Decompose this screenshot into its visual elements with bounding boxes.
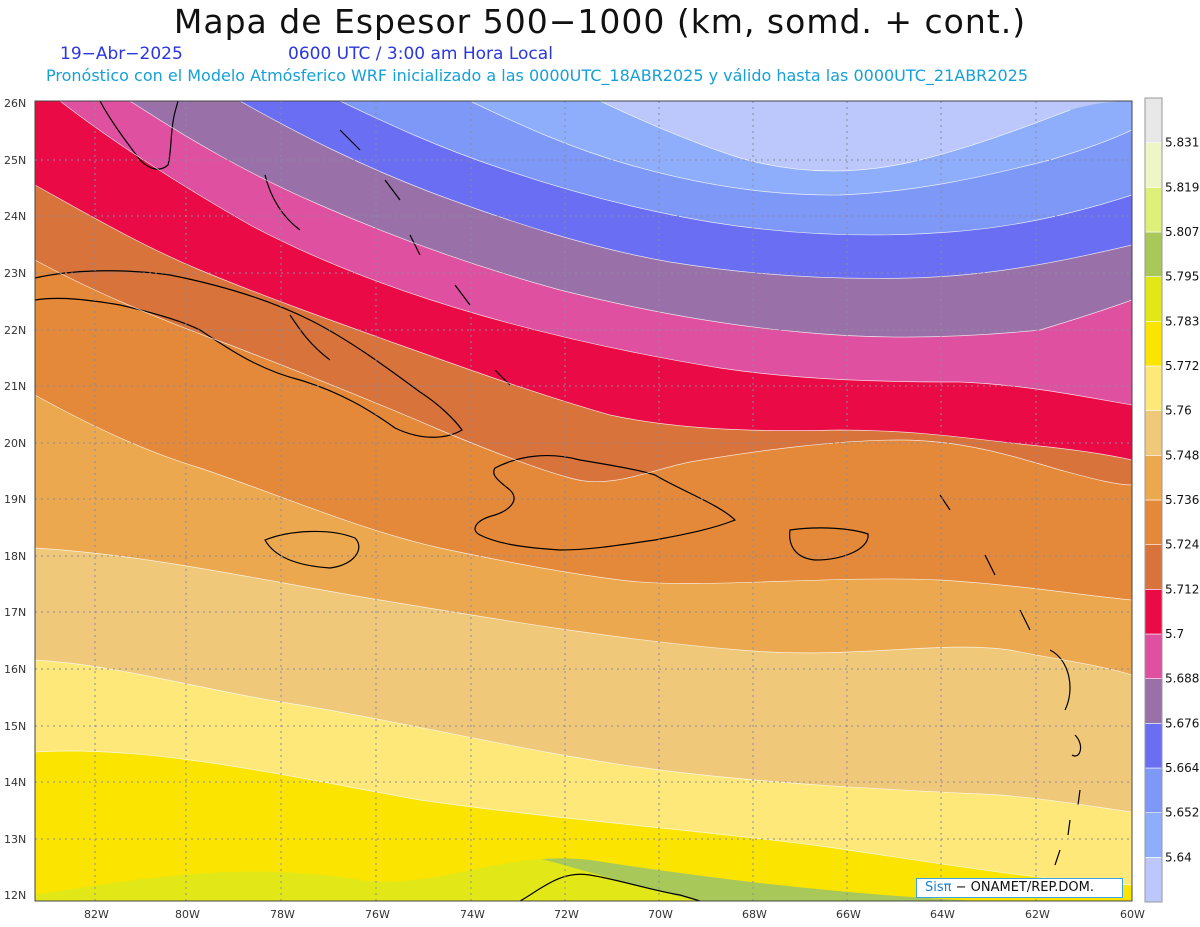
lon-tick: 74W bbox=[460, 908, 485, 921]
lat-tick: 23N bbox=[4, 267, 26, 280]
legend-label: 5.795 bbox=[1165, 270, 1199, 284]
lat-tick: 26N bbox=[4, 97, 26, 110]
color-legend: 5.64 5.652 5.664 5.676 5.688 5.7 5.712 5.724 5.7… bbox=[1144, 97, 1199, 903]
legend-swatch bbox=[1144, 723, 1163, 769]
bahamas-islands bbox=[264, 129, 511, 386]
legend-label: 5.676 bbox=[1165, 716, 1199, 730]
valid-date: 19−Abr−2025 bbox=[60, 44, 183, 64]
lat-tick: 18N bbox=[4, 550, 26, 563]
valid-time: 0600 UTC / 3:00 am Hora Local bbox=[288, 44, 553, 64]
lat-tick: 25N bbox=[4, 154, 26, 167]
lon-tick: 76W bbox=[365, 908, 390, 921]
band-5652 bbox=[470, 101, 1132, 196]
cuba-coast bbox=[35, 270, 463, 438]
legend-swatch bbox=[1144, 321, 1163, 367]
legend-swatch bbox=[1144, 812, 1163, 858]
legend-swatch bbox=[1144, 365, 1163, 411]
legend-label: 5.652 bbox=[1165, 806, 1199, 820]
lat-tick: 19N bbox=[4, 493, 26, 506]
legend-label: 5.772 bbox=[1165, 359, 1199, 373]
contour-lines bbox=[35, 101, 1132, 886]
legend-label: 5.664 bbox=[1165, 761, 1199, 775]
credit-box: Sisπ − ONAMET/REP.DOM. bbox=[916, 878, 1123, 898]
legend-swatch bbox=[1144, 633, 1163, 679]
thickness-field bbox=[35, 101, 1132, 901]
coastlines bbox=[35, 101, 1082, 901]
lat-tick: 13N bbox=[4, 833, 26, 846]
legend-label: 5.748 bbox=[1165, 448, 1199, 462]
band-5712 bbox=[35, 101, 1132, 460]
legend-label: 5.76 bbox=[1165, 404, 1192, 418]
legend-label: 5.64 bbox=[1165, 850, 1192, 864]
legend-swatch bbox=[1144, 767, 1163, 813]
lat-tick: 21N bbox=[4, 380, 26, 393]
band-5772 bbox=[35, 660, 1132, 885]
legend-swatch bbox=[1144, 276, 1163, 322]
map-title: Mapa de Espesor 500−1000 (km, somd. + co… bbox=[173, 2, 1027, 41]
hispaniola-coast bbox=[474, 455, 737, 551]
lon-tick: 72W bbox=[554, 908, 579, 921]
band-5688 bbox=[130, 101, 1132, 338]
lon-tick: 70W bbox=[648, 908, 673, 921]
legend-swatch bbox=[1144, 499, 1163, 545]
legend-swatch bbox=[1144, 410, 1163, 456]
lon-tick: 78W bbox=[270, 908, 295, 921]
legend-label: 5.712 bbox=[1165, 582, 1199, 596]
legend-swatch bbox=[1144, 589, 1163, 635]
jamaica-coast bbox=[264, 530, 360, 569]
legend-label: 5.819 bbox=[1165, 180, 1199, 194]
lon-tick: 62W bbox=[1025, 908, 1050, 921]
legend-label: 5.7 bbox=[1165, 627, 1184, 641]
lon-tick: 82W bbox=[84, 908, 109, 921]
lat-tick: 17N bbox=[4, 606, 26, 619]
lat-tick: 15N bbox=[4, 720, 26, 733]
legend-label: 5.736 bbox=[1165, 493, 1199, 507]
legend-swatch bbox=[1144, 857, 1163, 903]
lon-tick: 60W bbox=[1120, 908, 1145, 921]
brand-logo-text: Sisπ bbox=[925, 880, 952, 895]
lat-tick: 14N bbox=[4, 776, 26, 789]
legend-swatch bbox=[1144, 455, 1163, 501]
legend-label: 5.724 bbox=[1165, 538, 1199, 552]
band-5724 bbox=[35, 185, 1132, 485]
legend-swatch bbox=[1144, 678, 1163, 724]
org-label: − ONAMET/REP.DOM. bbox=[951, 880, 1095, 895]
lon-tick: 68W bbox=[742, 908, 767, 921]
puerto-rico-coast bbox=[789, 527, 869, 561]
legend-label: 5.807 bbox=[1165, 225, 1199, 239]
legend-frame bbox=[1144, 97, 1163, 903]
band-5736 bbox=[35, 260, 1132, 600]
map-frame bbox=[34, 100, 1133, 902]
band-5783 bbox=[35, 750, 1132, 901]
legend-swatch bbox=[1144, 142, 1163, 188]
lat-tick: 24N bbox=[4, 210, 26, 223]
legend-swatch bbox=[1144, 231, 1163, 277]
lat-tick: 20N bbox=[4, 437, 26, 450]
graticule bbox=[35, 101, 1132, 901]
legend-swatch bbox=[1144, 544, 1163, 590]
lon-tick: 66W bbox=[836, 908, 861, 921]
lat-tick: 16N bbox=[4, 663, 26, 676]
lon-axis: 82W 80W 78W 76W 74W 72W 70W 68W 66W 64W … bbox=[84, 908, 1145, 921]
band-5760 bbox=[35, 548, 1132, 812]
band-5664 bbox=[340, 101, 1132, 235]
legend-label: 5.783 bbox=[1165, 314, 1199, 328]
legend-label: 5.831 bbox=[1165, 136, 1199, 150]
band-5748 bbox=[35, 395, 1132, 675]
lat-axis: 26N 25N 24N 23N 22N 21N 20N 19N 18N 17N … bbox=[4, 97, 26, 902]
lon-tick: 64W bbox=[930, 908, 955, 921]
band-5640 bbox=[600, 101, 1132, 172]
lon-tick: 80W bbox=[175, 908, 200, 921]
forecast-info: Pronóstico con el Modelo Atmósferico WRF… bbox=[46, 66, 1029, 85]
legend-label: 5.688 bbox=[1165, 672, 1199, 686]
band-5676 bbox=[240, 101, 1132, 279]
florida-coast bbox=[99, 101, 179, 170]
venezuela-coast bbox=[519, 873, 701, 901]
lat-tick: 12N bbox=[4, 889, 26, 902]
legend-swatch bbox=[1144, 97, 1163, 143]
legend-swatch bbox=[1144, 187, 1163, 233]
lat-tick: 22N bbox=[4, 324, 26, 337]
